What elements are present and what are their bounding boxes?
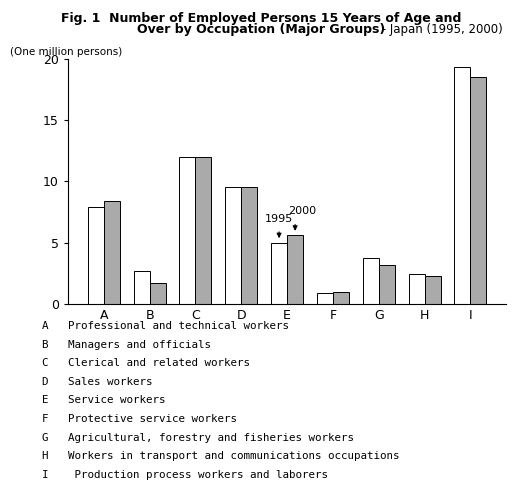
Text: H   Workers in transport and communications occupations: H Workers in transport and communication… (42, 451, 399, 461)
Bar (287, 235, 303, 304)
Bar (271, 243, 287, 304)
Bar (226, 187, 241, 304)
Bar (409, 274, 424, 304)
Bar (454, 67, 470, 304)
Bar (317, 293, 333, 304)
Bar (363, 259, 379, 304)
Text: E   Service workers: E Service workers (42, 395, 165, 405)
Text: 2000: 2000 (288, 206, 316, 216)
Bar (134, 270, 150, 304)
Bar (241, 187, 257, 304)
Text: B   Managers and officials: B Managers and officials (42, 340, 211, 349)
Text: (One million persons): (One million persons) (10, 47, 123, 56)
Bar (180, 157, 195, 304)
Text: - Japan (1995, 2000): - Japan (1995, 2000) (378, 23, 503, 36)
Text: F   Protective service workers: F Protective service workers (42, 414, 237, 424)
Bar (470, 77, 487, 304)
Text: Fig. 1  Number of Employed Persons 15 Years of Age and: Fig. 1 Number of Employed Persons 15 Yea… (61, 12, 461, 25)
Bar (379, 265, 395, 304)
Text: 1995: 1995 (265, 214, 293, 223)
Bar (88, 207, 104, 304)
Text: Over by Occupation (Major Groups): Over by Occupation (Major Groups) (137, 23, 385, 36)
Text: C   Clerical and related workers: C Clerical and related workers (42, 358, 250, 368)
Bar (150, 283, 165, 304)
Text: A   Professional and technical workers: A Professional and technical workers (42, 321, 289, 331)
Bar (195, 157, 211, 304)
Bar (104, 201, 120, 304)
Text: I    Production process workers and laborers: I Production process workers and laborer… (42, 470, 328, 480)
Text: G   Agricultural, forestry and fisheries workers: G Agricultural, forestry and fisheries w… (42, 433, 354, 442)
Text: D   Sales workers: D Sales workers (42, 377, 152, 387)
Bar (333, 292, 349, 304)
Bar (424, 275, 441, 304)
